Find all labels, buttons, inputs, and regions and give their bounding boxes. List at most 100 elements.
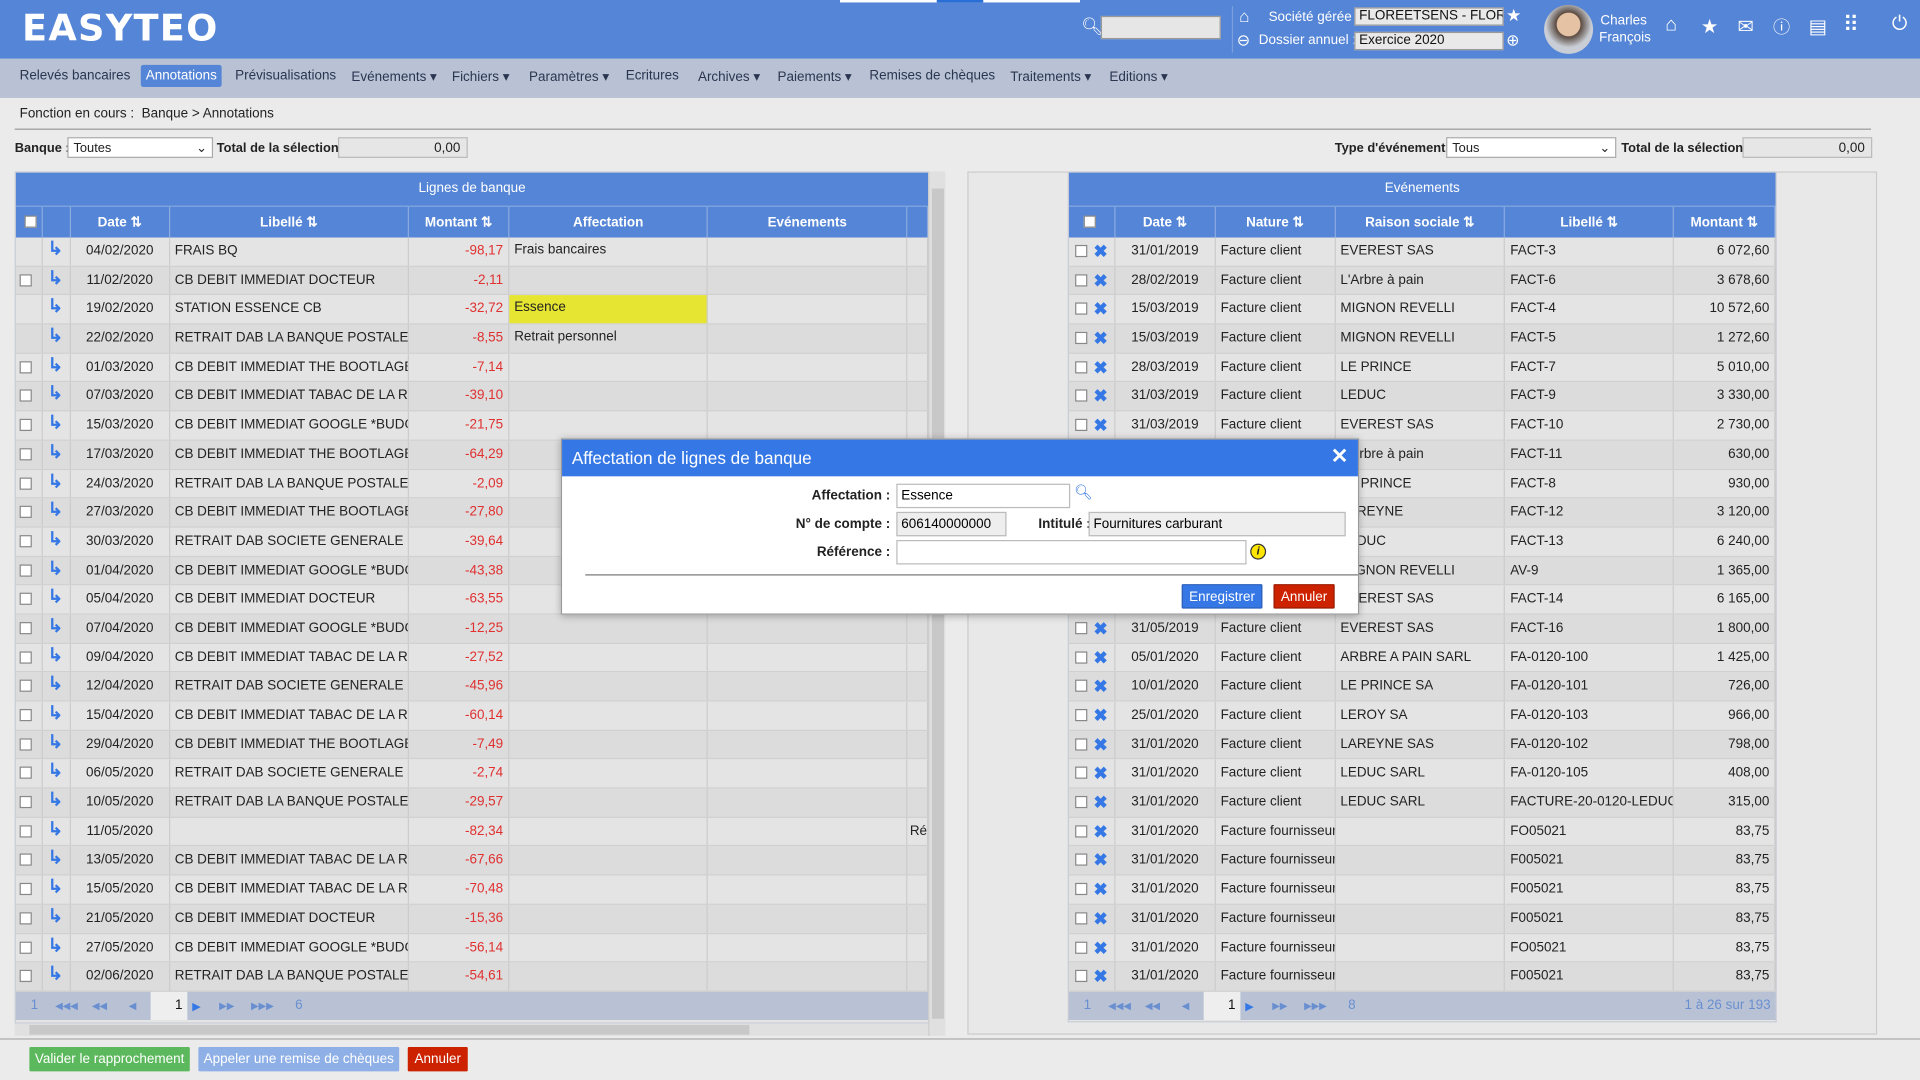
next-page-icon[interactable]: ▶ bbox=[192, 1000, 201, 1013]
row-checkbox[interactable] bbox=[19, 389, 32, 403]
remove-x-icon[interactable]: ✖ bbox=[1093, 676, 1108, 696]
table-row[interactable]: ↳ 09/04/2020 CB DEBIT IMMEDIAT TABAC DE LA… bbox=[15, 643, 929, 673]
table-row[interactable]: ✖ 15/03/2019 Facture client MIGNON REVELLI F… bbox=[1068, 295, 1776, 325]
remove-x-icon[interactable]: ✖ bbox=[1093, 618, 1108, 638]
arrow-right-circle-icon[interactable]: ⊕ bbox=[1506, 30, 1520, 49]
affectation-input[interactable] bbox=[896, 483, 1071, 509]
table-row[interactable]: ↳ 10/05/2020 RETRAIT DAB LA BANQUE POSTALE… bbox=[15, 788, 929, 818]
select-all-checkbox[interactable] bbox=[1083, 215, 1096, 228]
row-checkbox[interactable] bbox=[1075, 854, 1088, 867]
remove-x-icon[interactable]: ✖ bbox=[1093, 357, 1108, 377]
row-checkbox[interactable] bbox=[19, 854, 32, 867]
prev-fast-icon[interactable]: ◀◀ bbox=[91, 1000, 107, 1012]
row-checkbox[interactable] bbox=[1075, 389, 1088, 403]
column-header[interactable]: Evénements bbox=[708, 206, 908, 238]
row-checkbox[interactable] bbox=[19, 679, 32, 693]
row-checkbox[interactable] bbox=[19, 563, 32, 577]
last-page-icon[interactable]: ▶▶▶ bbox=[251, 1000, 274, 1012]
remove-x-icon[interactable]: ✖ bbox=[1093, 850, 1108, 870]
row-checkbox[interactable] bbox=[19, 447, 32, 461]
table-row[interactable]: ✖ 31/01/2020 Facture client LAREYNE SAS FA-0… bbox=[1068, 730, 1776, 760]
table-row[interactable]: ✖ 10/01/2020 Facture client LE PRINCE SA FA-… bbox=[1068, 672, 1776, 702]
nav-item[interactable]: Editions ▾ bbox=[1109, 69, 1168, 85]
column-header[interactable]: Montant ⇅ bbox=[1674, 206, 1776, 238]
apps-grid-icon[interactable]: ⠿ bbox=[1842, 12, 1860, 37]
table-row[interactable]: ✖ 31/01/2020 Facture fournisseur F005021 83,… bbox=[1068, 962, 1776, 992]
redirect-arrow-icon[interactable]: ↳ bbox=[47, 731, 64, 753]
power-icon[interactable]: ⏻ bbox=[1891, 13, 1908, 35]
table-row[interactable]: ↳ 12/04/2020 RETRAIT DAB SOCIETE GENERALE -… bbox=[15, 672, 929, 702]
table-row[interactable]: ↳ 07/04/2020 CB DEBIT IMMEDIAT GOOGLE *BUD… bbox=[15, 614, 929, 644]
banque-select[interactable]: Toutes ⌄ bbox=[67, 137, 214, 158]
table-row[interactable]: ↳ 01/03/2020 CB DEBIT IMMEDIAT THE BOOTLAG… bbox=[15, 353, 929, 383]
row-checkbox[interactable] bbox=[1075, 970, 1088, 983]
table-row[interactable]: ✖ 31/01/2020 Facture fournisseur F005021 83,… bbox=[1068, 875, 1776, 905]
remove-x-icon[interactable]: ✖ bbox=[1093, 763, 1108, 783]
star-icon[interactable]: ★ bbox=[1700, 17, 1719, 38]
table-row[interactable]: ✖ 31/05/2019 Facture client EVEREST SAS FACT… bbox=[1068, 614, 1776, 644]
table-row[interactable]: ↳ 27/05/2020 CB DEBIT IMMEDIAT GOOGLE *BUD… bbox=[15, 933, 929, 963]
table-row[interactable]: ↳ 11/02/2020 CB DEBIT IMMEDIAT DOCTEUR -2,1… bbox=[15, 266, 929, 296]
next-fast-icon[interactable]: ▶▶ bbox=[1272, 1000, 1288, 1012]
remove-x-icon[interactable]: ✖ bbox=[1093, 966, 1108, 986]
redirect-arrow-icon[interactable]: ↳ bbox=[47, 615, 64, 637]
scrollbar-thumb[interactable] bbox=[29, 1024, 750, 1035]
row-checkbox[interactable] bbox=[1075, 418, 1088, 432]
row-checkbox[interactable] bbox=[19, 418, 32, 432]
redirect-arrow-icon[interactable]: ↳ bbox=[47, 296, 64, 318]
row-checkbox[interactable] bbox=[19, 534, 32, 548]
close-icon[interactable]: ✕ bbox=[1330, 444, 1349, 468]
next-page-icon[interactable]: ▶ bbox=[1245, 1000, 1254, 1013]
remove-x-icon[interactable]: ✖ bbox=[1093, 415, 1108, 435]
column-header[interactable]: Libellé ⇅ bbox=[170, 206, 410, 238]
pager-first[interactable]: 1 bbox=[1083, 997, 1092, 1013]
remove-x-icon[interactable]: ✖ bbox=[1093, 879, 1108, 899]
current-page-input[interactable]: 1 bbox=[150, 991, 188, 1020]
search-icon[interactable]: 🔍︎ bbox=[1073, 483, 1093, 501]
remove-x-icon[interactable]: ✖ bbox=[1093, 241, 1108, 261]
row-checkbox[interactable] bbox=[19, 708, 32, 722]
row-checkbox[interactable] bbox=[19, 476, 32, 490]
redirect-arrow-icon[interactable]: ↳ bbox=[47, 963, 64, 985]
dossier-select[interactable]: Exercice 2020 bbox=[1354, 31, 1504, 51]
table-row[interactable]: ✖ 31/03/2019 Facture client LEDUC FACT-9 3 33… bbox=[1068, 382, 1776, 412]
footer-cancel-button[interactable]: Annuler bbox=[407, 1046, 468, 1072]
avatar[interactable] bbox=[1544, 4, 1594, 54]
table-row[interactable]: ↳ 29/04/2020 CB DEBIT IMMEDIAT THE BOOTLAG… bbox=[15, 730, 929, 760]
save-button[interactable]: Enregistrer bbox=[1181, 584, 1263, 609]
redirect-arrow-icon[interactable]: ↳ bbox=[47, 673, 64, 695]
row-checkbox[interactable] bbox=[19, 825, 32, 838]
row-checkbox[interactable] bbox=[19, 360, 32, 374]
column-header[interactable]: Date ⇅ bbox=[1115, 206, 1216, 238]
prev-fast-icon[interactable]: ◀◀ bbox=[1144, 1000, 1160, 1012]
remove-x-icon[interactable]: ✖ bbox=[1093, 328, 1108, 348]
type-select[interactable]: Tous ⌄ bbox=[1446, 137, 1617, 158]
info-icon[interactable]: i bbox=[1250, 543, 1267, 560]
redirect-arrow-icon[interactable]: ↳ bbox=[47, 412, 64, 434]
row-checkbox[interactable] bbox=[19, 592, 32, 606]
table-row[interactable]: ↳ 11/05/2020 -82,34 Ré bbox=[15, 817, 929, 847]
row-checkbox[interactable] bbox=[19, 505, 32, 519]
pager-first[interactable]: 1 bbox=[30, 997, 39, 1013]
row-checkbox[interactable] bbox=[19, 273, 32, 287]
table-row[interactable]: ↳ 07/03/2020 CB DEBIT IMMEDIAT TABAC DE LA… bbox=[15, 382, 929, 412]
nav-item[interactable]: Annotations bbox=[140, 64, 222, 87]
redirect-arrow-icon[interactable]: ↳ bbox=[47, 818, 64, 840]
nav-item[interactable]: Paiements ▾ bbox=[777, 69, 852, 85]
first-page-icon[interactable]: ◀◀◀ bbox=[55, 1000, 78, 1012]
row-checkbox[interactable] bbox=[1075, 883, 1088, 896]
nav-item[interactable]: Remises de chèques bbox=[869, 68, 996, 84]
table-row[interactable]: ↳ 06/05/2020 RETRAIT DAB SOCIETE GENERALE -… bbox=[15, 759, 929, 789]
call-cheque-remittance-button[interactable]: Appeler une remise de chèques bbox=[198, 1046, 400, 1072]
redirect-arrow-icon[interactable]: ↳ bbox=[47, 470, 64, 492]
redirect-arrow-icon[interactable]: ↳ bbox=[47, 267, 64, 289]
dialog-cancel-button[interactable]: Annuler bbox=[1273, 584, 1335, 609]
nav-item[interactable]: Fichiers ▾ bbox=[451, 69, 510, 85]
row-checkbox[interactable] bbox=[19, 650, 32, 664]
prev-page-icon[interactable]: ◀ bbox=[128, 1000, 137, 1012]
pager-last[interactable]: 8 bbox=[1348, 997, 1356, 1013]
redirect-arrow-icon[interactable]: ↳ bbox=[47, 789, 64, 811]
mail-icon[interactable]: ✉ bbox=[1737, 17, 1754, 38]
row-checkbox[interactable] bbox=[1075, 679, 1088, 693]
redirect-arrow-icon[interactable]: ↳ bbox=[47, 499, 64, 521]
